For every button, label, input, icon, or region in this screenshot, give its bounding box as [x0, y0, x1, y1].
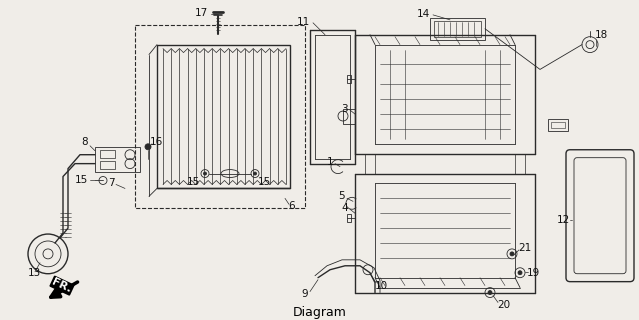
- Text: 7: 7: [109, 179, 115, 188]
- Circle shape: [518, 271, 522, 275]
- Circle shape: [488, 291, 492, 294]
- Bar: [430, 18, 485, 40]
- Text: 13: 13: [28, 268, 42, 278]
- Text: 17: 17: [195, 8, 208, 18]
- Text: 15: 15: [75, 175, 88, 186]
- Text: 15: 15: [187, 178, 200, 188]
- Bar: [434, 21, 481, 37]
- Circle shape: [203, 172, 206, 175]
- Bar: [100, 150, 115, 158]
- Text: 9: 9: [302, 289, 308, 299]
- Bar: [548, 119, 568, 131]
- Bar: [347, 76, 351, 83]
- Bar: [95, 147, 140, 172]
- Bar: [100, 161, 115, 169]
- Text: 18: 18: [595, 30, 608, 40]
- Text: 1: 1: [327, 157, 333, 167]
- Text: 21: 21: [518, 243, 531, 253]
- Text: 8: 8: [81, 137, 88, 147]
- Text: 14: 14: [417, 9, 430, 19]
- Text: 19: 19: [527, 268, 540, 278]
- Bar: [157, 44, 290, 188]
- Text: 6: 6: [288, 201, 295, 211]
- Text: 3: 3: [341, 104, 348, 114]
- Text: Diagram: Diagram: [293, 306, 347, 319]
- Text: 4: 4: [341, 203, 348, 213]
- Circle shape: [145, 144, 151, 150]
- Bar: [347, 214, 351, 222]
- Text: FR.: FR.: [50, 277, 73, 294]
- Text: 11: 11: [296, 17, 310, 27]
- Circle shape: [254, 172, 256, 175]
- Text: 20: 20: [497, 300, 510, 310]
- Text: 15: 15: [258, 178, 271, 188]
- Text: 12: 12: [557, 215, 570, 225]
- Bar: [135, 25, 305, 208]
- Text: 10: 10: [375, 281, 388, 291]
- Text: 16: 16: [150, 137, 163, 147]
- Circle shape: [510, 252, 514, 256]
- Text: 5: 5: [339, 191, 345, 201]
- Bar: [551, 122, 565, 128]
